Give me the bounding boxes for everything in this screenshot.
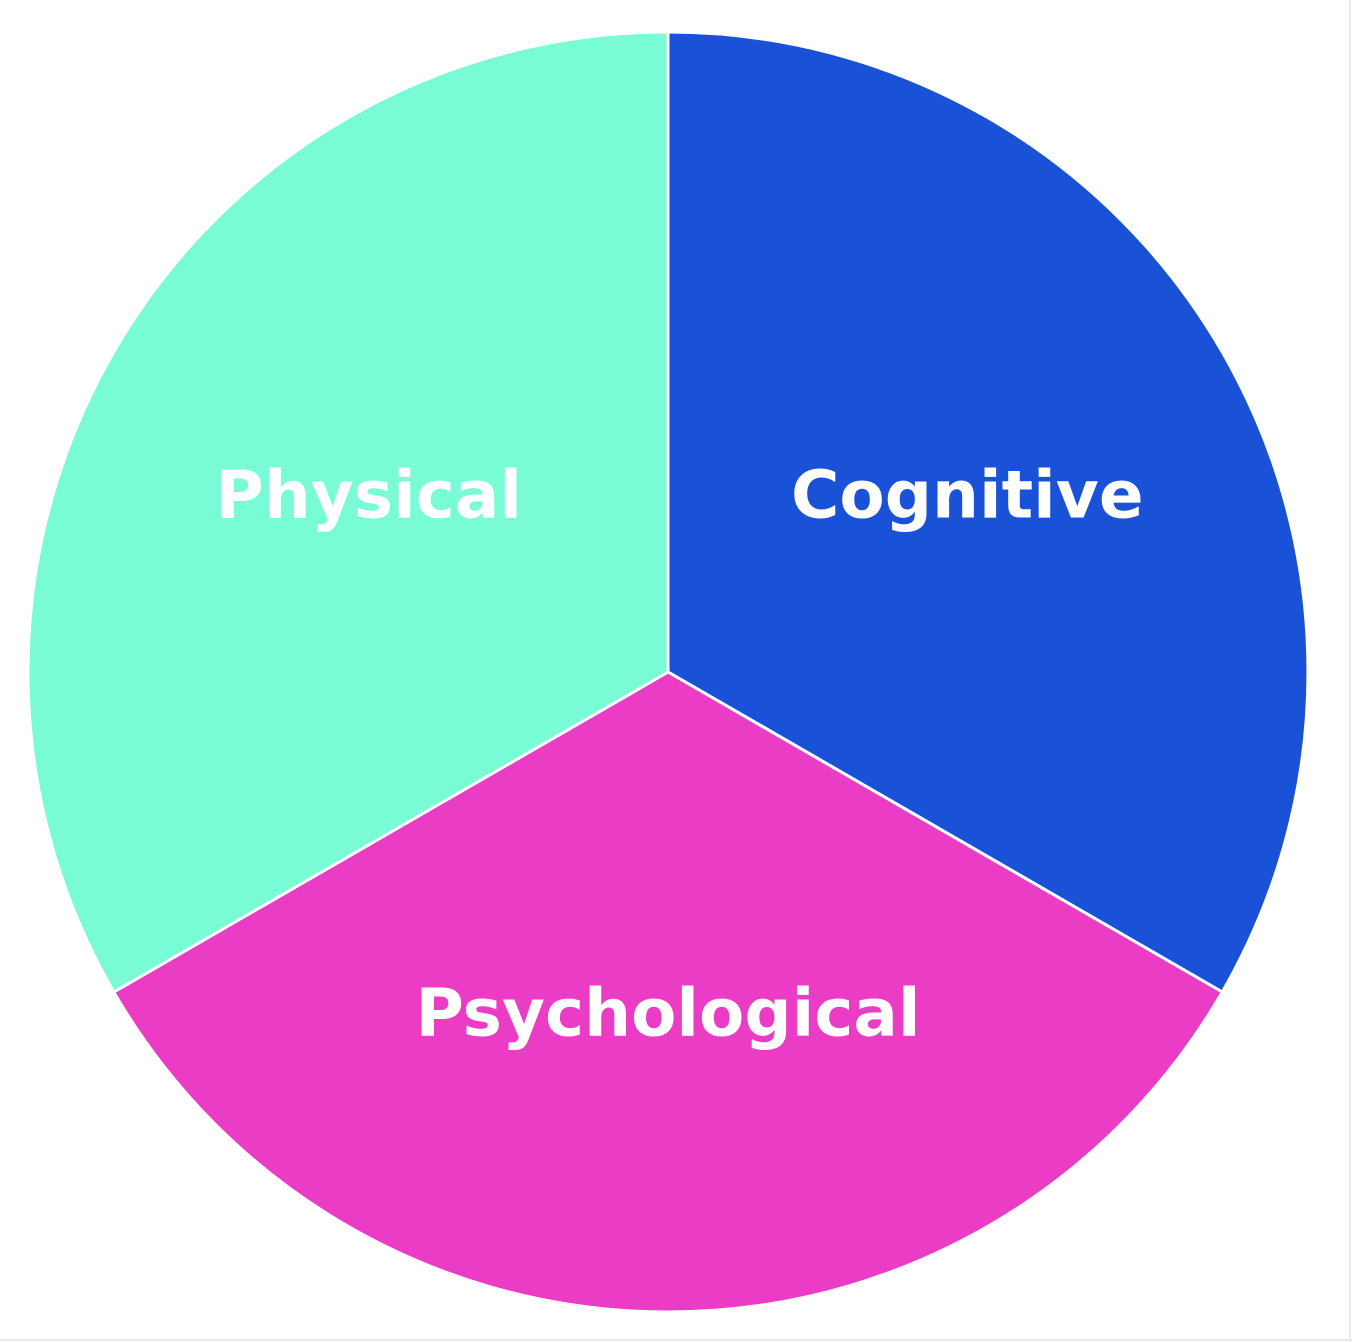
pie-slices bbox=[26, 30, 1310, 1314]
pie-label-psychological: Psychological bbox=[415, 975, 920, 1052]
pie-label-cognitive: Cognitive bbox=[791, 456, 1144, 533]
pie-label-physical: Physical bbox=[215, 456, 522, 533]
pie-slice-physical bbox=[26, 30, 670, 995]
pie-labels: Cognitive Psychological Physical bbox=[215, 456, 1143, 1051]
pie-slice-cognitive bbox=[666, 30, 1310, 995]
